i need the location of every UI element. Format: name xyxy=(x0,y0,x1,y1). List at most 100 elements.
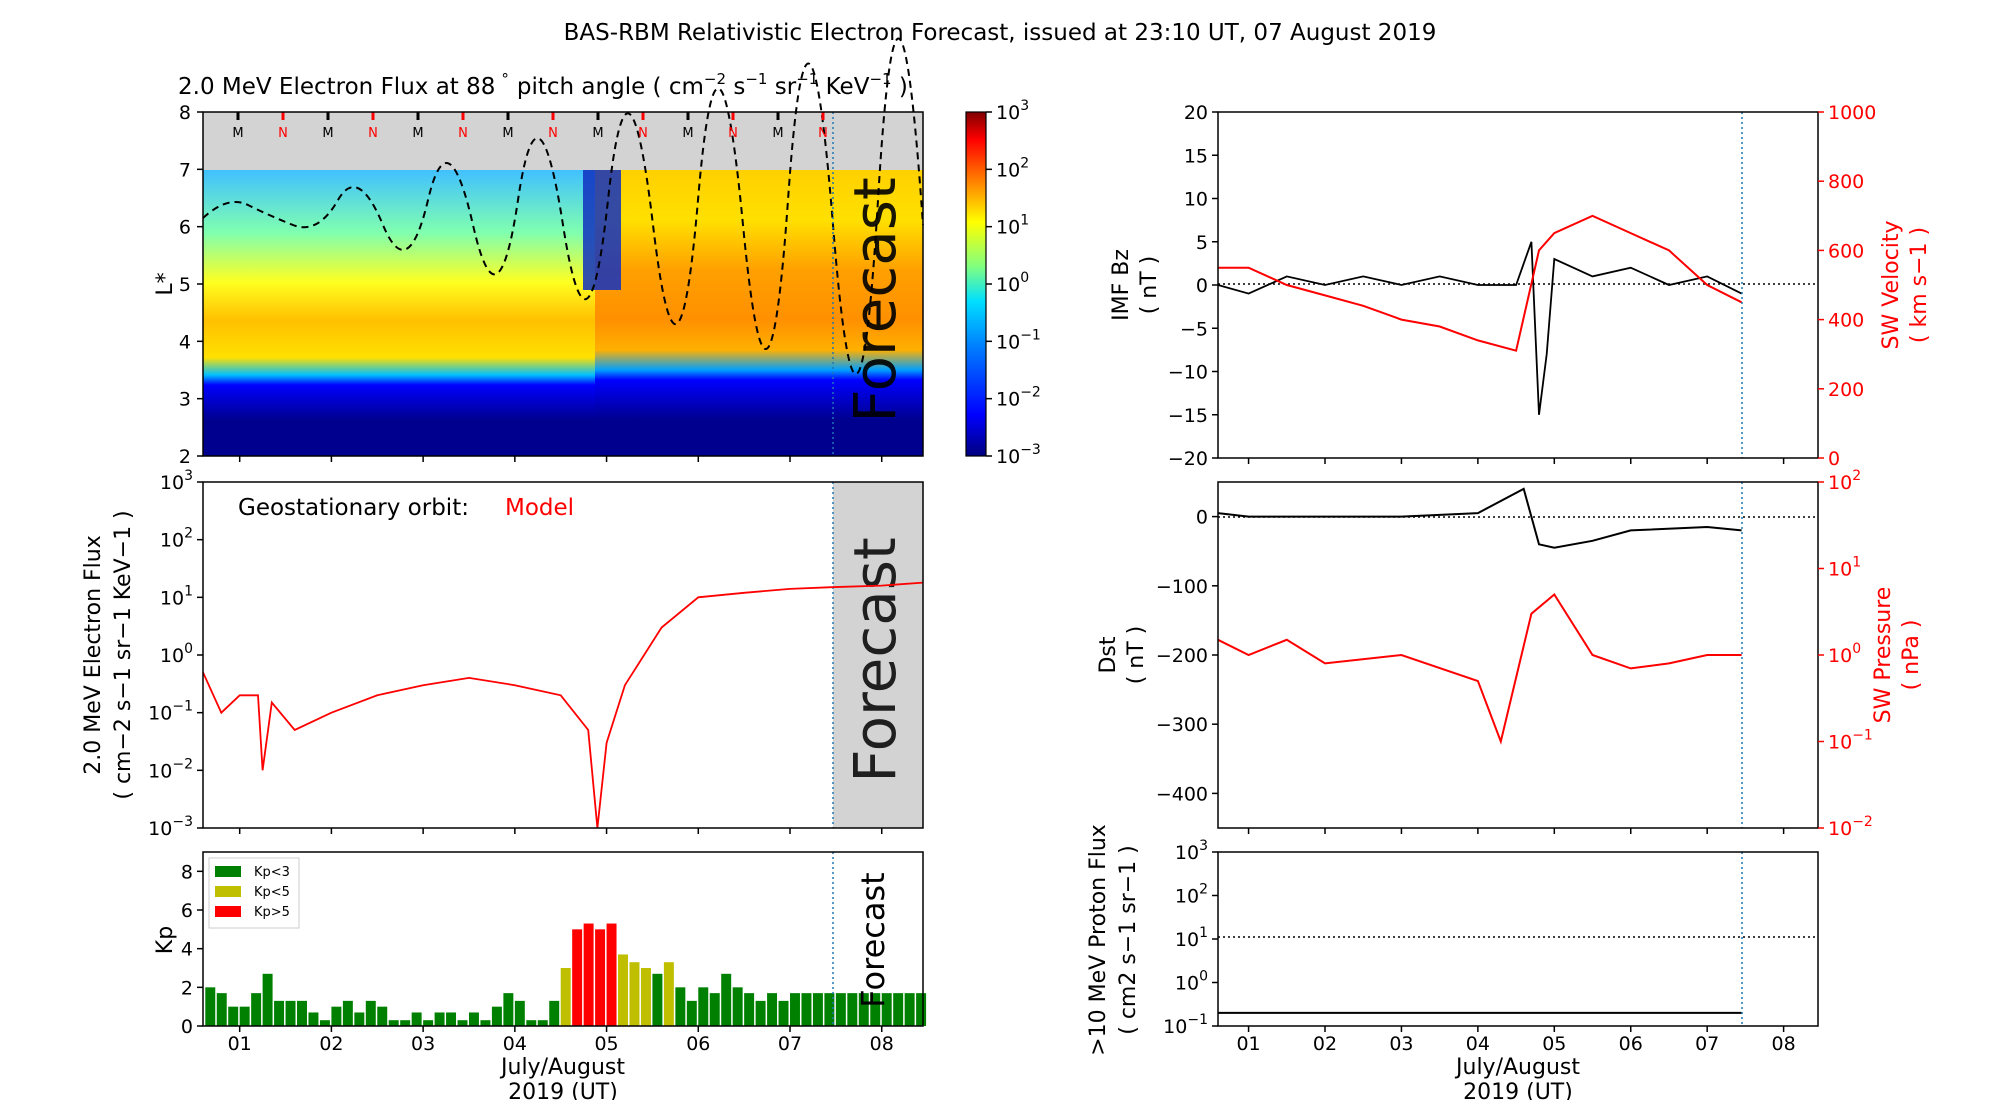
kp-bar xyxy=(618,954,628,1026)
flux-ytick-label: 7 xyxy=(179,159,191,181)
dst-ytick-label: −200 xyxy=(1156,645,1208,667)
flux-ytick-label: 4 xyxy=(179,331,191,353)
dst-ytick-label: −400 xyxy=(1156,783,1208,805)
imf-ytick-label: −10 xyxy=(1168,362,1208,384)
orbit-marker-label: N xyxy=(278,126,288,141)
imf-panel: IMF Bz ( nT ) SW Velocity ( km s−1 ) 20 1… xyxy=(1109,102,1932,470)
left-xticks: 01 02 03 04 05 06 07 08 xyxy=(228,456,894,1055)
kp-bar xyxy=(744,993,755,1026)
kp-bar xyxy=(262,973,273,1026)
kp-bar xyxy=(434,1012,445,1026)
kp-bar xyxy=(377,1006,388,1026)
kp-bar xyxy=(491,1006,502,1026)
kp-bar xyxy=(503,993,514,1026)
kp-bar xyxy=(606,923,617,1026)
left-xtick-label: 04 xyxy=(503,1033,527,1055)
left-xtick-label: 07 xyxy=(778,1033,802,1055)
kp-bar xyxy=(904,993,915,1026)
orbit-marker-label: M xyxy=(232,126,243,141)
imf-bz-line xyxy=(1217,241,1743,415)
kp-bar xyxy=(308,1012,319,1026)
sw-velocity-line xyxy=(1218,214,1743,352)
imf-ytick-label: −5 xyxy=(1180,318,1208,340)
orbit-marker-label: N xyxy=(638,126,648,141)
kp-bar xyxy=(228,1006,239,1026)
geo-ytick-label: 10−1 xyxy=(148,699,193,725)
right-xtick-label: 08 xyxy=(1772,1033,1796,1055)
flux-ytick-label: 3 xyxy=(179,389,191,411)
kp-bar xyxy=(755,1000,766,1026)
orbit-marker-label: N xyxy=(728,126,738,141)
kp-bar xyxy=(572,929,583,1026)
proton-frame xyxy=(1217,851,1819,1027)
kp-bar xyxy=(216,993,227,1026)
proton-ylabel-line1: >10 MeV Proton Flux xyxy=(1086,824,1111,1056)
left-xtick-label: 01 xyxy=(228,1033,252,1055)
flux-map-title: 2.0 MeV Electron Flux at 88 ° pitch angle … xyxy=(178,70,908,100)
right-xtick-label: 03 xyxy=(1389,1033,1413,1055)
sw-pressure-ytick-label: 10−1 xyxy=(1828,728,1873,754)
colorbar-ticks: 103 102 101 100 10−1 10−2 10−3 xyxy=(986,98,1041,468)
sw-velocity-ytick-label: 600 xyxy=(1828,240,1864,262)
kp-bar xyxy=(480,1020,491,1026)
geo-ytick-label: 102 xyxy=(160,526,193,552)
kp-legend-swatch-mid xyxy=(215,886,241,897)
kp-bars xyxy=(205,923,927,1026)
orbit-marker-label: M xyxy=(592,126,603,141)
kp-bar xyxy=(858,993,869,1026)
kp-bar xyxy=(652,973,663,1026)
dst-line xyxy=(1217,487,1742,549)
colorbar-tick-label: 10−3 xyxy=(996,442,1041,468)
flux-map-region-post-storm xyxy=(595,170,923,420)
right-xlabel-line2: 2019 (UT) xyxy=(1463,1080,1573,1100)
right-xtick-label: 05 xyxy=(1542,1033,1566,1055)
flux-map-region-pre-storm xyxy=(203,170,595,420)
right-xtick-label: 07 xyxy=(1695,1033,1719,1055)
kp-bar xyxy=(629,962,640,1026)
imf-ylabel-line1: IMF Bz xyxy=(1109,249,1134,321)
imf-ytick-label: 20 xyxy=(1184,102,1208,124)
right-xtick-label: 01 xyxy=(1236,1033,1260,1055)
kp-bar xyxy=(709,993,720,1026)
imf-ytick-label: 0 xyxy=(1196,275,1208,297)
kp-bar xyxy=(812,993,823,1026)
kp-bar xyxy=(663,962,674,1026)
kp-bar xyxy=(319,1020,330,1026)
dst-ytick-label: 0 xyxy=(1196,507,1208,529)
right-xtick-label: 02 xyxy=(1313,1033,1337,1055)
left-xtick-label: 05 xyxy=(594,1033,618,1055)
geo-forecast-shade xyxy=(833,482,923,828)
geo-ytick-label: 10−2 xyxy=(148,756,193,782)
kp-legend-swatch-high xyxy=(215,906,241,917)
kp-bar xyxy=(400,1020,411,1026)
sw-pressure-ylabel-line1: SW Pressure xyxy=(1871,587,1896,724)
flux-map-storm-dropout xyxy=(583,170,621,290)
orbit-marker-label: N xyxy=(818,126,828,141)
kp-bar xyxy=(916,993,927,1026)
colorbar-tick-label: 103 xyxy=(996,98,1029,124)
orbit-marker-label: M xyxy=(322,126,333,141)
dst-panel: Dst ( nT ) SW Pressure ( nPa ) 0 −100 −200… xyxy=(1096,468,1924,840)
proton-ytick-label: 100 xyxy=(1175,969,1208,995)
colorbar-tick-label: 101 xyxy=(996,213,1029,239)
imf-ytick-label: 5 xyxy=(1196,232,1208,254)
kp-bar xyxy=(354,1012,365,1026)
imf-ytick-label: −20 xyxy=(1168,448,1208,470)
dst-ylabel-line2: ( nT ) xyxy=(1124,626,1149,685)
sw-pressure-ytick-label: 100 xyxy=(1828,641,1861,667)
kp-ylabel: Kp xyxy=(153,926,178,954)
imf-yticks: 20 15 10 5 0 −5 −10 −15 −20 1000 800 600 400 200 0 xyxy=(1168,102,1876,470)
kp-bar xyxy=(686,1000,697,1026)
kp-legend-swatch-low xyxy=(215,866,241,877)
left-xlabel-line2: 2019 (UT) xyxy=(508,1080,618,1100)
figure-title: BAS-RBM Relativistic Electron Forecast, … xyxy=(564,20,1437,46)
sw-velocity-ylabel-line2: ( km s−1 ) xyxy=(1907,227,1932,343)
geo-frame xyxy=(202,481,924,829)
proton-ytick-label: 102 xyxy=(1175,882,1208,908)
sw-velocity-ytick-label: 1000 xyxy=(1828,102,1876,124)
kp-bar xyxy=(411,1012,422,1026)
right-xticks: 01 02 03 04 05 06 07 08 xyxy=(1236,458,1796,1055)
kp-bar xyxy=(342,1000,353,1026)
right-xtick-label: 04 xyxy=(1466,1033,1490,1055)
sw-pressure-ylabel-line2: ( nPa ) xyxy=(1899,620,1924,691)
